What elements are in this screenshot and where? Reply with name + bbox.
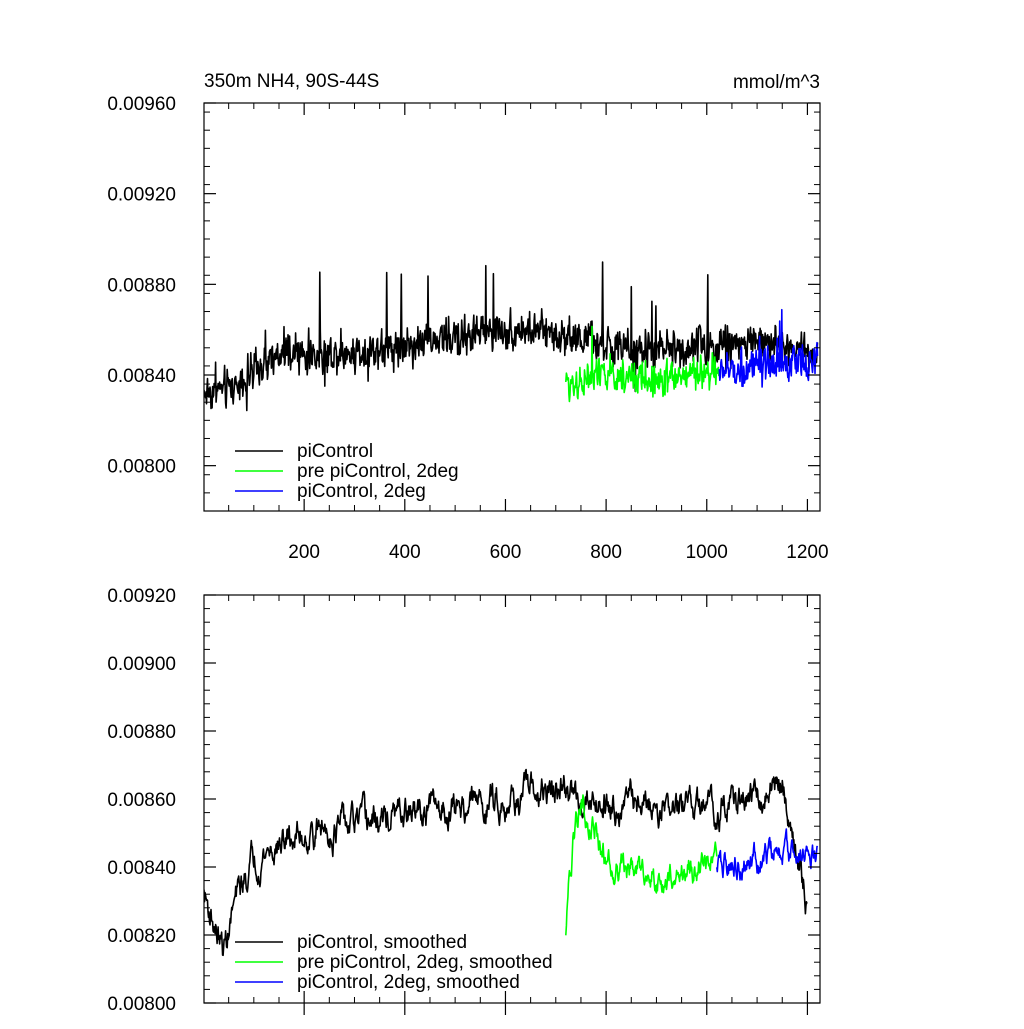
y-tick-label: 0.00920	[107, 185, 176, 206]
y-tick-label: 0.00840	[107, 858, 176, 879]
top-series-group	[204, 261, 819, 412]
series-line-picontrol-2deg	[718, 308, 819, 388]
y-tick-label: 0.00800	[107, 457, 176, 478]
legend-label-pre-picontrol-2deg: pre piControl, 2deg	[297, 461, 459, 482]
y-tick-label: 0.00960	[107, 94, 176, 115]
series-line-picontrol	[204, 261, 819, 412]
y-tick-label: 0.00880	[107, 722, 176, 743]
y-tick-label: 0.00820	[107, 926, 176, 947]
x-tick-label: 400	[389, 542, 421, 563]
x-tick-label: 800	[590, 542, 622, 563]
plot-frame	[203, 102, 821, 512]
chart-title: 350m NH4, 90S-44S	[204, 71, 379, 92]
x-tick-label: 200	[288, 542, 320, 563]
legend-label-picontrol: piControl	[297, 441, 373, 462]
bottom-axes: 0.00800 0.00820 0.00840 0.00860 0.00880 0.009…	[107, 586, 821, 1015]
y-tick-label: 0.00880	[107, 275, 176, 296]
series-line-picontrol-smoothed	[204, 768, 808, 957]
top-panel: 350m NH4, 90S-44S mmol/m^3 200 400 600 800 1…	[107, 71, 828, 563]
series-line-picontrol-2deg-smoothed	[716, 828, 819, 881]
bottom-panel: 0.00800 0.00820 0.00840 0.00860 0.00880 0.009…	[107, 586, 821, 1015]
y-tick-label: 0.00840	[107, 366, 176, 387]
y-tick-label: 0.00920	[107, 586, 176, 607]
legend-label-picontrol-2deg-smoothed: piControl, 2deg, smoothed	[297, 972, 520, 993]
y-tick-label: 0.00860	[107, 790, 176, 811]
bottom-legend: piControl, smoothed pre piControl, 2deg,…	[235, 932, 553, 993]
y-tick-label: 0.00900	[107, 654, 176, 675]
x-tick-label: 1200	[786, 542, 828, 563]
y-tick-label: 0.00800	[107, 994, 176, 1015]
series-line-pre-picontrol-2deg-smoothed	[565, 794, 718, 936]
legend-label-pre-picontrol-2deg-smoothed: pre piControl, 2deg, smoothed	[297, 952, 553, 973]
series-line-pre-picontrol-2deg	[565, 325, 721, 403]
legend-label-picontrol-smoothed: piControl, smoothed	[297, 932, 467, 953]
legend-label-picontrol-2deg: piControl, 2deg	[297, 481, 426, 502]
top-axes: 200 400 600 800 1000 1200 0.00800 0.00840 0.0088…	[107, 94, 828, 563]
bottom-series-group	[204, 768, 819, 957]
x-tick-label: 1000	[686, 542, 728, 563]
top-legend: piControl pre piControl, 2deg piControl,…	[235, 441, 459, 502]
x-tick-label: 600	[490, 542, 522, 563]
units-label: mmol/m^3	[733, 72, 820, 93]
